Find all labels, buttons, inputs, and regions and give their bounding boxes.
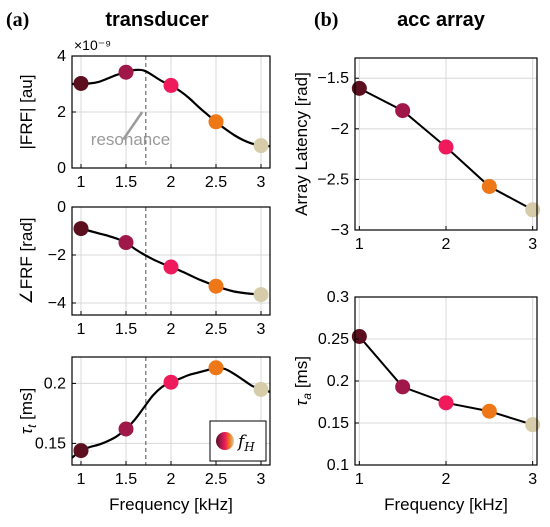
data-point [73,75,89,91]
panel-a-title: transducer [105,9,209,31]
data-point [163,259,179,275]
x-tick-label: 1.5 [115,471,137,488]
data-point [208,278,224,294]
panel-b-letter: (b) [314,9,338,31]
y-tick-label: 0.15 [35,435,66,452]
x-axis-label: Frequency [kHz] [384,495,508,514]
y-tick-label: −2.5 [317,171,349,188]
y-tick-label: −2 [331,121,349,138]
y-tick-label: 0.2 [327,373,349,390]
chart-tau_t: 1 1.5 2 2.5 3 0.15 0.2 τt [ms] Frequency [kHz] fH [17,356,271,514]
data-point [253,381,269,397]
x-tick-label: 1 [77,321,86,338]
y-exponent: ×10⁻⁹ [74,37,111,53]
chart-frf_phase: 1 1.5 2 2.5 3 0 −2 −4 ∠FRF [rad] [17,199,271,338]
y-tick-label: −4 [48,295,66,312]
x-tick-label: 1 [77,174,86,191]
x-tick-label: 3 [528,471,537,488]
legend-marker [216,432,234,450]
y-axis-label: |FRF| [au] [17,75,36,150]
x-tick-label: 1 [77,471,86,488]
data-point [525,417,541,433]
x-tick-label: 2 [442,236,451,253]
data-point [118,235,134,251]
y-tick-label: −1.5 [317,70,349,87]
data-point [395,103,411,119]
x-axis-label: Frequency [kHz] [109,495,233,514]
y-tick-label: −2 [48,247,66,264]
y-axis-label: τt [ms] [17,388,39,435]
x-tick-label: 3 [257,471,266,488]
data-point [208,114,224,130]
x-tick-label: 3 [257,174,266,191]
x-tick-label: 2.5 [205,174,227,191]
data-point [395,379,411,395]
data-point [253,287,269,303]
data-point [525,202,541,218]
x-tick-label: 2 [167,321,176,338]
data-point [208,360,224,376]
y-tick-label: 0.1 [327,457,349,474]
chart-frf_mag: resonance 1 1.5 2 2.5 3 0 2 4 ×10⁻⁹ |FRF| [au] [17,37,271,191]
x-tick-label: 3 [257,321,266,338]
x-tick-label: 2 [167,471,176,488]
y-tick-label: 0.2 [44,375,66,392]
y-axis-label: Array Latency [rad] [292,72,311,216]
x-tick-label: 3 [528,236,537,253]
data-point [438,395,454,411]
x-tick-label: 1.5 [115,174,137,191]
legend-label: fH [236,432,255,454]
y-tick-label: 0.3 [327,289,349,306]
data-point [163,77,179,93]
data-point [73,443,89,459]
y-tick-label: 0.15 [318,415,349,432]
y-tick-label: 0 [57,160,66,177]
y-tick-label: 0 [57,199,66,216]
annotation-pointer [122,111,144,141]
y-tick-label: 0.25 [318,331,349,348]
x-tick-label: 1 [355,236,364,253]
panel-b-title: acc array [397,9,486,31]
legend: fH [209,420,267,462]
data-point [481,403,497,419]
x-tick-label: 2 [442,471,451,488]
chart-tau_a: 1 2 3 0.1 0.15 0.2 0.25 0.3 τa [ms] Frequency [kH… [292,289,541,514]
data-point [351,328,367,344]
x-tick-label: 2.5 [205,471,227,488]
y-axis-label: τa [ms] [292,356,314,406]
y-tick-label: 2 [57,104,66,121]
x-tick-label: 2.5 [205,321,227,338]
data-point [118,421,134,437]
annotation-text: resonance [91,130,170,149]
panel-a-letter: (a) [6,9,29,31]
y-tick-label: −3 [331,222,349,239]
x-tick-label: 1.5 [115,321,137,338]
data-point [163,374,179,390]
data-point [73,221,89,237]
data-point [481,178,497,194]
plot-area: resonance 1 1.5 2 2.5 3 0 2 4 ×10⁻⁹ |FRF| [au] 1 1.5… [17,37,541,514]
x-tick-label: 2 [167,174,176,191]
x-tick-label: 1 [355,471,364,488]
y-axis-label: ∠FRF [rad] [17,217,36,304]
chart-array_latency: 1 2 3 −1.5 −2 −2.5 −3 Array Latency [rad] [292,57,541,253]
data-point [351,80,367,96]
data-point [438,139,454,155]
y-tick-label: 4 [57,48,66,65]
data-point [253,138,269,154]
data-point [118,64,134,80]
